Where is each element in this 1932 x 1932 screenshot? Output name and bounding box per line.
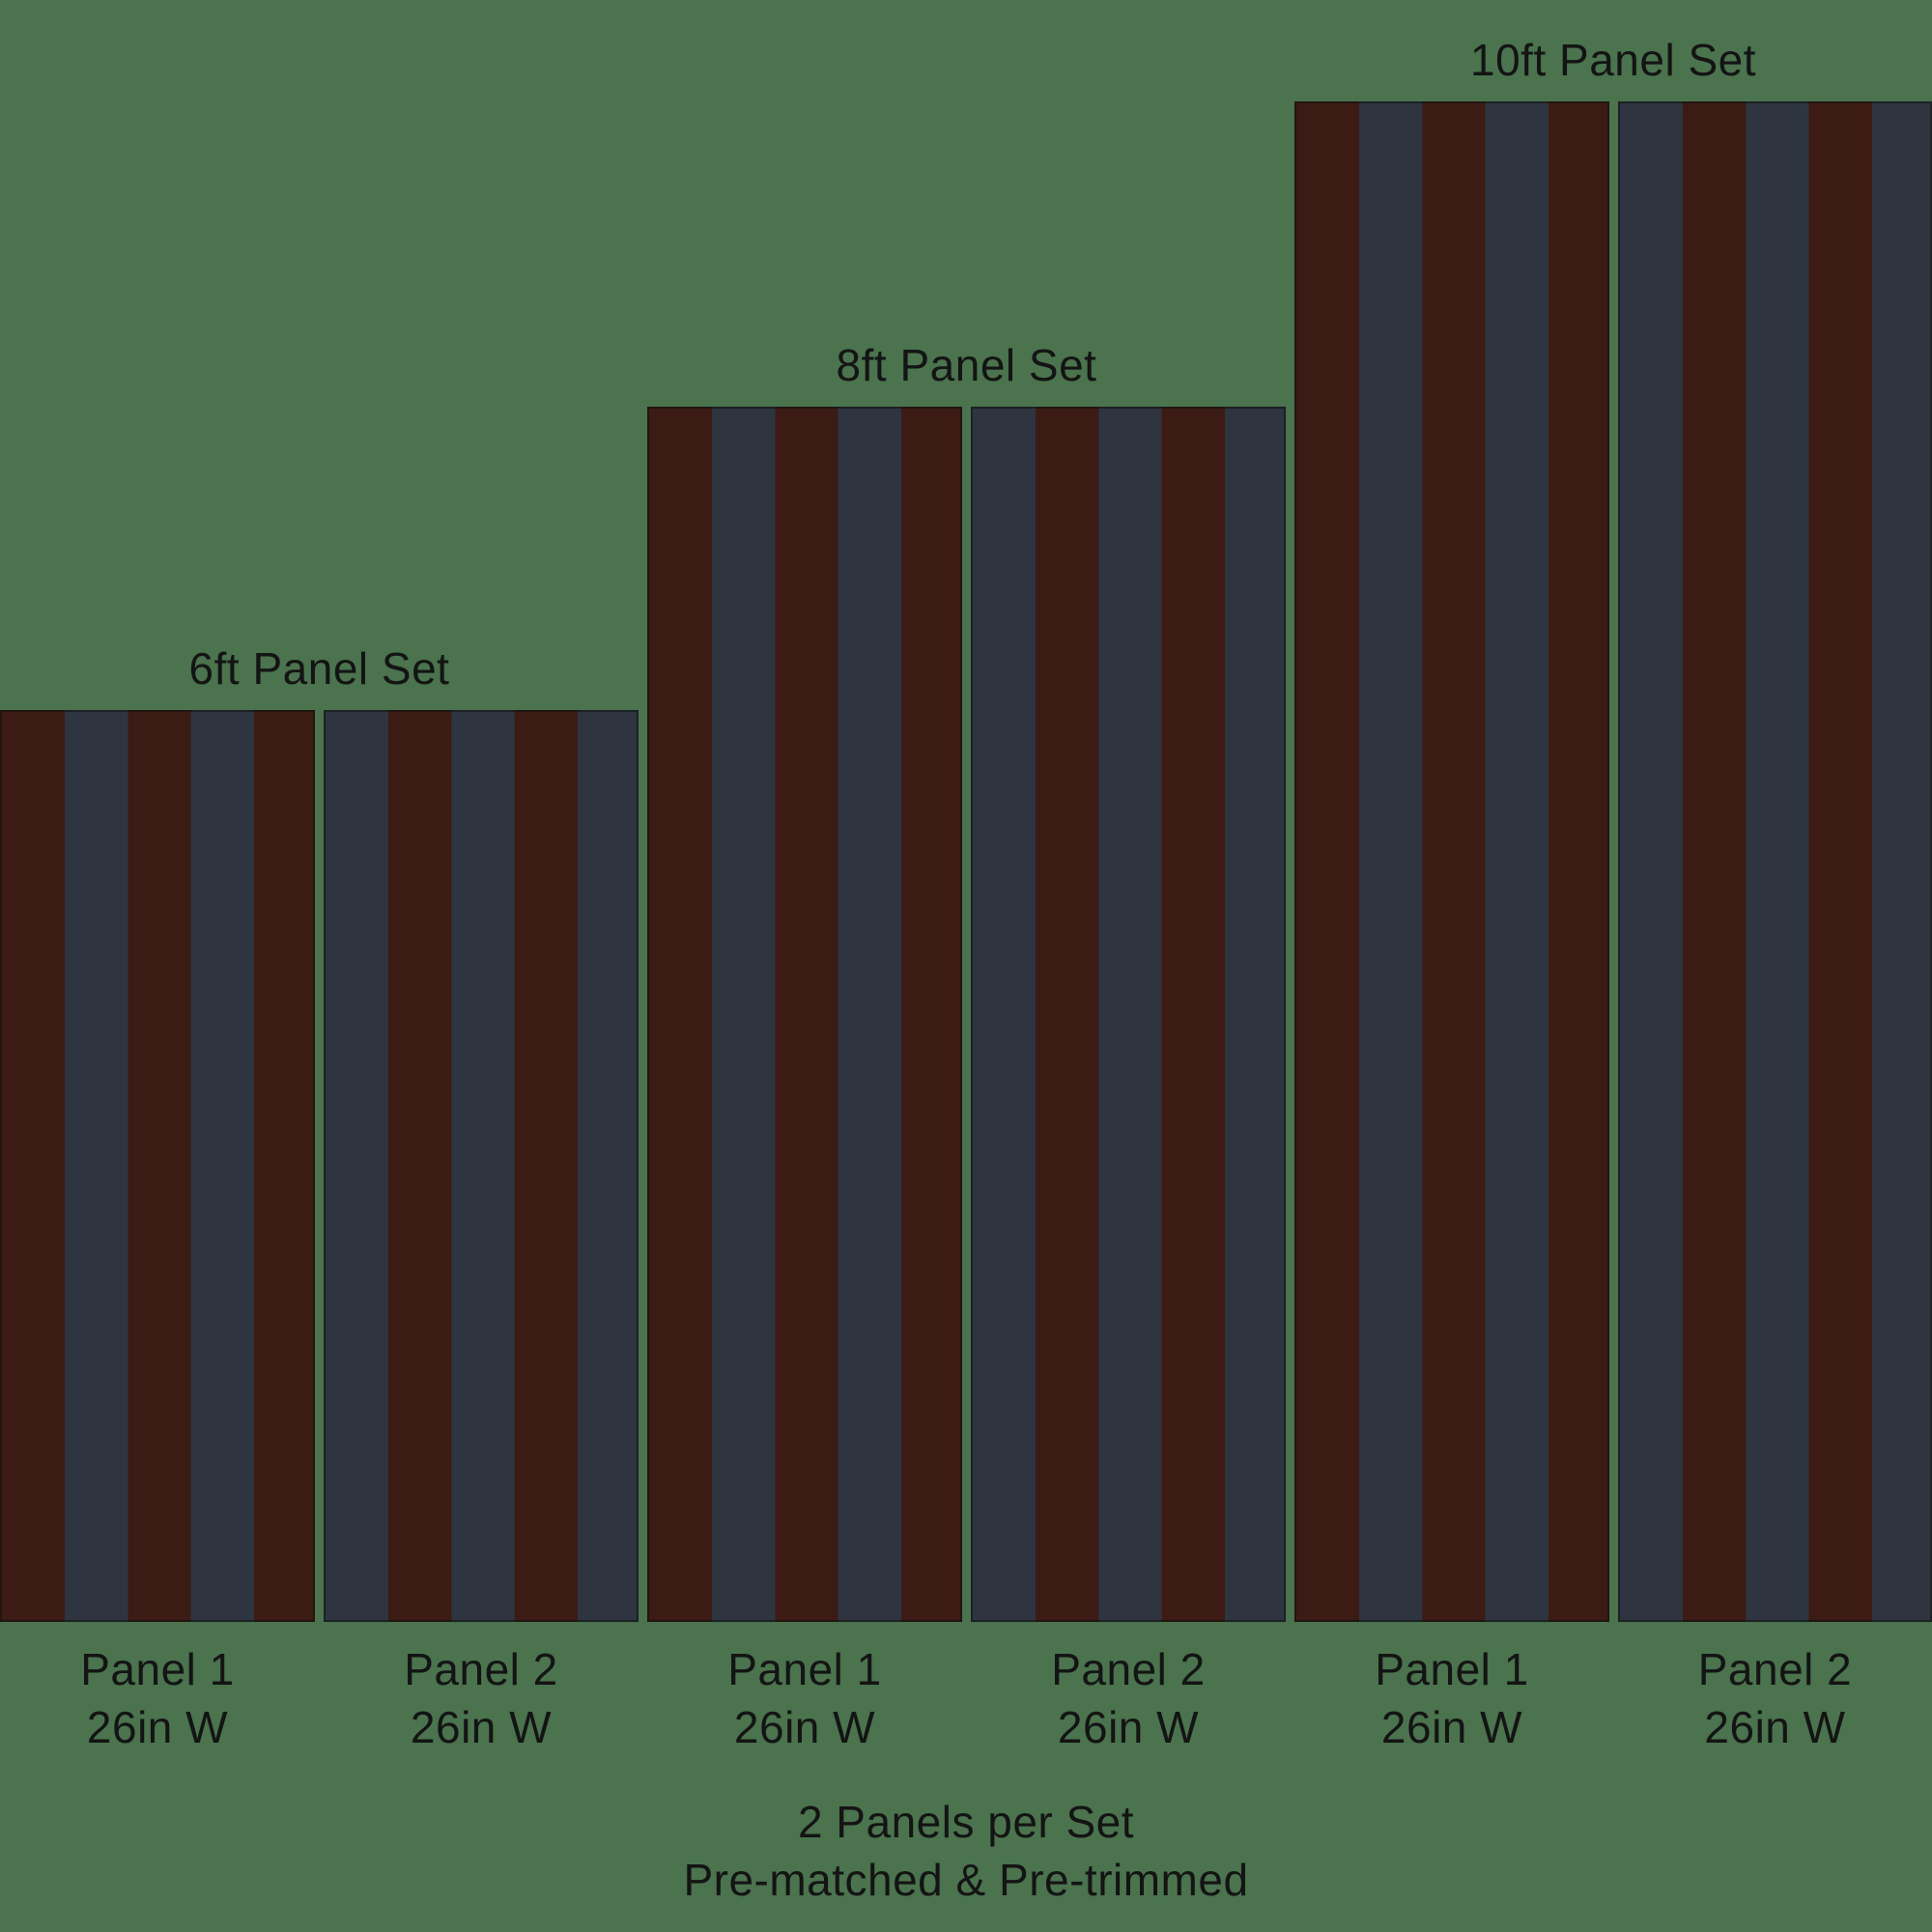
panel-name: Panel 1: [727, 1644, 882, 1694]
footer-line2: Pre-matched & Pre-trimmed: [683, 1855, 1249, 1905]
set-title-10ft: 10ft Panel Set: [1470, 35, 1756, 85]
panel-label-10ft-1: Panel 1 26in W: [1294, 1640, 1609, 1756]
panel-name: Panel 2: [404, 1644, 558, 1694]
panel-name: Panel 2: [1051, 1644, 1206, 1694]
panel-width: 26in W: [1704, 1702, 1846, 1752]
panel-8ft-2: [971, 407, 1286, 1622]
panel-10ft-1: [1294, 101, 1609, 1622]
panel-6ft-2: [324, 710, 639, 1622]
panel-name: Panel 1: [1375, 1644, 1529, 1694]
panel-width: 26in W: [1380, 1702, 1523, 1752]
panel-width: 26in W: [410, 1702, 553, 1752]
panel-width: 26in W: [86, 1702, 229, 1752]
set-title-8ft: 8ft Panel Set: [836, 340, 1097, 390]
panel-8ft-1: [647, 407, 962, 1622]
panel-10ft-2: [1618, 101, 1932, 1622]
panel-width: 26in W: [1057, 1702, 1200, 1752]
panel-label-6ft-2: Panel 2 26in W: [324, 1640, 639, 1756]
panel-6ft-1: [0, 710, 315, 1622]
panel-label-8ft-1: Panel 1 26in W: [647, 1640, 962, 1756]
footer-line1: 2 Panels per Set: [797, 1797, 1135, 1847]
panel-label-10ft-2: Panel 2 26in W: [1618, 1640, 1932, 1756]
panel-width: 26in W: [733, 1702, 876, 1752]
footer-caption: 2 Panels per Set Pre-matched & Pre-trimm…: [0, 1793, 1932, 1909]
panel-label-8ft-2: Panel 2 26in W: [971, 1640, 1286, 1756]
panel-label-6ft-1: Panel 1 26in W: [0, 1640, 315, 1756]
set-title-6ft: 6ft Panel Set: [188, 643, 450, 694]
panel-name: Panel 1: [80, 1644, 235, 1694]
panel-name: Panel 2: [1697, 1644, 1853, 1694]
